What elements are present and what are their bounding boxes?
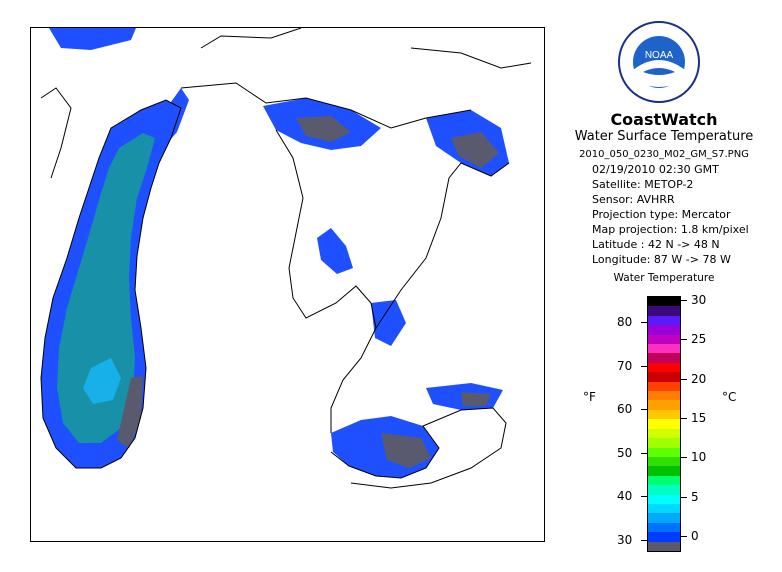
projection-type-label: Projection type: Mercator bbox=[592, 208, 731, 221]
c-tick bbox=[681, 300, 687, 301]
f-tick-label: 50 bbox=[617, 445, 633, 460]
longitude-label: Longitude: 87 W -> 78 W bbox=[592, 253, 731, 266]
c-tick bbox=[681, 339, 687, 341]
colorbar-segment bbox=[648, 362, 680, 373]
shoreline-outlines bbox=[40, 28, 532, 489]
app-title: CoastWatch bbox=[610, 110, 718, 129]
colorbar-segment bbox=[648, 438, 680, 448]
lake-superior-water bbox=[49, 28, 136, 50]
legend-title: Water Temperature bbox=[613, 272, 715, 284]
colorbar-segment bbox=[648, 522, 680, 533]
c-tick bbox=[681, 378, 687, 380]
noaa-wordmark: NOAA bbox=[645, 50, 674, 61]
colorbar-segment bbox=[648, 532, 680, 542]
lake-erie bbox=[331, 383, 503, 478]
colorbar-segment bbox=[648, 381, 680, 392]
lake-michigan-ice bbox=[117, 376, 143, 448]
colorbar-segment bbox=[648, 325, 680, 335]
lake-michigan-teal bbox=[57, 133, 155, 443]
c-tick bbox=[681, 457, 687, 459]
datetime-label: 02/19/2010 02:30 GMT bbox=[592, 163, 719, 176]
temperature-colorbar bbox=[647, 296, 681, 552]
map-projection-label: Map projection: 1.8 km/pixel bbox=[592, 223, 749, 236]
colorbar-segment bbox=[648, 485, 680, 495]
colorbar-segment bbox=[648, 391, 680, 401]
f-tick-label: 70 bbox=[617, 358, 633, 373]
colorbar-segment bbox=[648, 353, 680, 363]
f-tick bbox=[641, 322, 647, 323]
colorbar-segment bbox=[648, 513, 680, 523]
f-tick bbox=[641, 365, 647, 367]
product-subtitle: Water Surface Temperature bbox=[574, 129, 754, 144]
f-tick bbox=[641, 496, 647, 498]
colorbar-segment bbox=[648, 297, 680, 307]
colorbar-segment bbox=[648, 475, 680, 486]
f-tick bbox=[641, 409, 647, 411]
lake-huron-north bbox=[263, 98, 509, 176]
colorbar-segment bbox=[648, 372, 680, 382]
colorbar-segment bbox=[648, 541, 680, 551]
great-lakes-map[interactable] bbox=[31, 28, 545, 542]
c-tick-label: 15 bbox=[691, 410, 707, 425]
map-panel[interactable] bbox=[30, 27, 545, 542]
lake-michigan-cyan bbox=[83, 358, 121, 404]
colorbar-segment bbox=[648, 344, 680, 354]
c-tick bbox=[681, 535, 687, 537]
f-tick bbox=[641, 540, 647, 541]
f-tick bbox=[641, 452, 647, 454]
colorbar-segment bbox=[648, 503, 680, 514]
c-tick-label: 20 bbox=[691, 371, 707, 386]
celsius-unit: °C bbox=[722, 390, 737, 404]
c-tick-label: 10 bbox=[691, 450, 707, 465]
c-tick-label: 25 bbox=[691, 332, 707, 347]
lake-michigan bbox=[41, 100, 181, 468]
c-tick-label: 0 bbox=[691, 528, 699, 543]
lake-stclair-water bbox=[371, 300, 406, 346]
f-tick-label: 30 bbox=[617, 533, 633, 547]
sensor-label: Sensor: AVHRR bbox=[592, 193, 675, 206]
colorbar-segment bbox=[648, 419, 680, 429]
saginaw-bay-water bbox=[317, 228, 353, 274]
colorbar-segment bbox=[648, 466, 680, 476]
green-bay-water bbox=[156, 88, 189, 146]
f-tick-label: 60 bbox=[617, 402, 633, 417]
fahrenheit-unit: °F bbox=[583, 390, 596, 404]
f-tick-label: 40 bbox=[617, 489, 633, 504]
c-tick-label: 5 bbox=[691, 489, 699, 504]
noaa-logo: NOAA bbox=[618, 21, 700, 103]
colorbar-segment bbox=[648, 428, 680, 439]
colorbar-segment bbox=[648, 494, 680, 504]
info-sidebar: NOAA CoastWatch Water Surface Temperatur… bbox=[555, 18, 777, 563]
c-tick bbox=[681, 417, 687, 419]
colorbar-segment bbox=[648, 306, 680, 316]
c-tick-label: 30 bbox=[691, 293, 707, 307]
colorbar-segment bbox=[648, 400, 680, 410]
c-tick bbox=[681, 496, 687, 498]
latitude-label: Latitude : 42 N -> 48 N bbox=[592, 238, 720, 251]
colorbar-segment bbox=[648, 315, 680, 326]
image-filename: 2010_050_0230_M02_GM_S7.PNG bbox=[579, 149, 749, 160]
colorbar-segment bbox=[648, 409, 680, 420]
satellite-label: Satellite: METOP-2 bbox=[592, 178, 694, 191]
colorbar-segment bbox=[648, 456, 680, 467]
colorbar-segment bbox=[648, 447, 680, 457]
colorbar-segment bbox=[648, 334, 680, 345]
f-tick-label: 80 bbox=[617, 315, 633, 329]
